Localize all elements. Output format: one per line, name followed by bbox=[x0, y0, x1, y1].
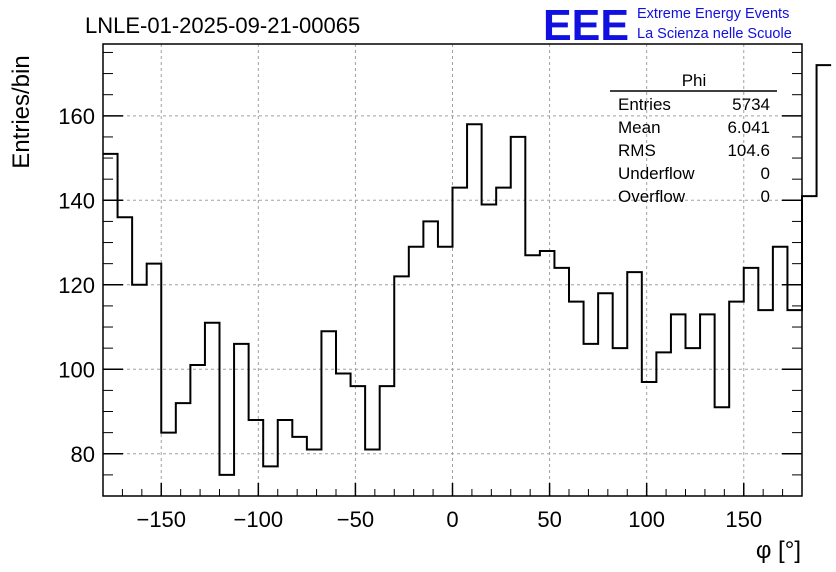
histogram-bin bbox=[205, 323, 220, 496]
x-tick-label: −50 bbox=[337, 507, 374, 532]
stats-row-value: 5734 bbox=[732, 95, 770, 114]
histogram-bin bbox=[744, 268, 759, 496]
x-tick-label: 50 bbox=[537, 507, 561, 532]
histogram-bin bbox=[496, 188, 511, 496]
histogram-bin bbox=[525, 255, 540, 496]
histogram-bin bbox=[176, 403, 191, 496]
x-tick-label: 100 bbox=[628, 507, 665, 532]
histogram-bin bbox=[249, 420, 264, 496]
histogram-bin bbox=[817, 65, 832, 496]
histogram-bin bbox=[190, 365, 205, 496]
histogram-bin bbox=[220, 475, 235, 496]
x-tick-label: 150 bbox=[725, 507, 762, 532]
histogram-bin bbox=[584, 344, 599, 496]
histogram-bin bbox=[147, 264, 162, 496]
eee-logo: EEE Extreme Energy Events La Scienza nel… bbox=[543, 1, 792, 50]
stats-box-title: Phi bbox=[682, 71, 707, 90]
x-tick-label: −100 bbox=[234, 507, 284, 532]
histogram-bin bbox=[700, 314, 715, 496]
histogram-bin bbox=[511, 137, 526, 496]
y-tick-label: 140 bbox=[58, 188, 95, 213]
histogram-bin bbox=[686, 348, 701, 496]
stats-row-label: Mean bbox=[618, 118, 661, 137]
histogram-bin bbox=[671, 314, 686, 496]
y-tick-label: 100 bbox=[58, 357, 95, 382]
histogram-bin bbox=[656, 352, 671, 496]
histogram-bin bbox=[336, 373, 351, 496]
histogram-bin bbox=[380, 386, 395, 496]
x-tick-label: 0 bbox=[446, 507, 458, 532]
histogram-bin bbox=[351, 386, 366, 496]
histogram-bin bbox=[598, 293, 613, 496]
histogram-bin bbox=[263, 466, 278, 496]
stats-row-value: 6.041 bbox=[727, 118, 770, 137]
histogram-bin bbox=[423, 221, 438, 496]
stats-row-label: Underflow bbox=[618, 164, 695, 183]
histogram-bin bbox=[802, 196, 817, 496]
histogram-bin bbox=[540, 251, 555, 496]
eee-logo-line1: Extreme Energy Events bbox=[637, 6, 789, 22]
histogram-bin bbox=[365, 450, 380, 496]
histogram-bin bbox=[758, 310, 773, 496]
x-axis-ticks: −150 −100 −50 0 50 100 150 bbox=[121, 483, 784, 532]
histogram-bin bbox=[132, 285, 147, 496]
histogram-bin bbox=[613, 348, 628, 496]
y-axis-ticks: 80 100 120 140 160 bbox=[58, 51, 802, 476]
x-axis-label: φ [°] bbox=[756, 537, 801, 564]
x-tick-label: −150 bbox=[136, 507, 186, 532]
histogram-bin bbox=[787, 310, 802, 496]
histogram-bin bbox=[161, 433, 176, 496]
chart-title: LNLE-01-2025-09-21-00065 bbox=[85, 13, 360, 38]
eee-logo-mark: EEE bbox=[543, 1, 629, 50]
histogram-bin bbox=[715, 407, 730, 496]
histogram-bin bbox=[292, 437, 307, 496]
histogram-bin bbox=[482, 205, 497, 496]
histogram-bin bbox=[234, 344, 249, 496]
histogram-bin bbox=[554, 268, 569, 496]
histogram-bin bbox=[642, 382, 657, 496]
histogram-bin bbox=[438, 247, 453, 496]
histogram-series bbox=[103, 64, 832, 476]
eee-logo-line2: La Scienza nelle Scuole bbox=[637, 26, 792, 42]
stats-row-value: 0 bbox=[761, 164, 770, 183]
y-tick-label: 120 bbox=[58, 273, 95, 298]
stats-row-label: RMS bbox=[618, 141, 656, 160]
histogram-bin bbox=[569, 302, 584, 496]
stats-row-value: 104.6 bbox=[727, 141, 770, 160]
stats-row-value: 0 bbox=[761, 187, 770, 206]
histogram-bin bbox=[467, 124, 482, 496]
histogram-bin bbox=[278, 420, 293, 496]
histogram-bin bbox=[103, 154, 118, 496]
histogram-bin bbox=[453, 188, 468, 496]
y-tick-label: 160 bbox=[58, 104, 95, 129]
histogram-bin bbox=[394, 276, 409, 496]
histogram-bin bbox=[409, 247, 424, 496]
histogram-bin bbox=[729, 302, 744, 496]
stats-box: Phi Entries 5734 Mean 6.041 RMS 104.6 Underflo… bbox=[610, 71, 777, 206]
stats-row-label: Entries bbox=[618, 95, 671, 114]
histogram-bin bbox=[307, 450, 322, 496]
y-tick-label: 80 bbox=[71, 442, 95, 467]
stats-box-rows: Entries 5734 Mean 6.041 RMS 104.6 Underflow 0 Ov… bbox=[618, 95, 770, 206]
histogram-bins bbox=[103, 65, 831, 496]
stats-row-label: Overflow bbox=[618, 187, 686, 206]
histogram-bin bbox=[627, 272, 642, 496]
histogram-bin bbox=[321, 331, 336, 496]
y-axis-label: Entries/bin bbox=[8, 55, 35, 168]
